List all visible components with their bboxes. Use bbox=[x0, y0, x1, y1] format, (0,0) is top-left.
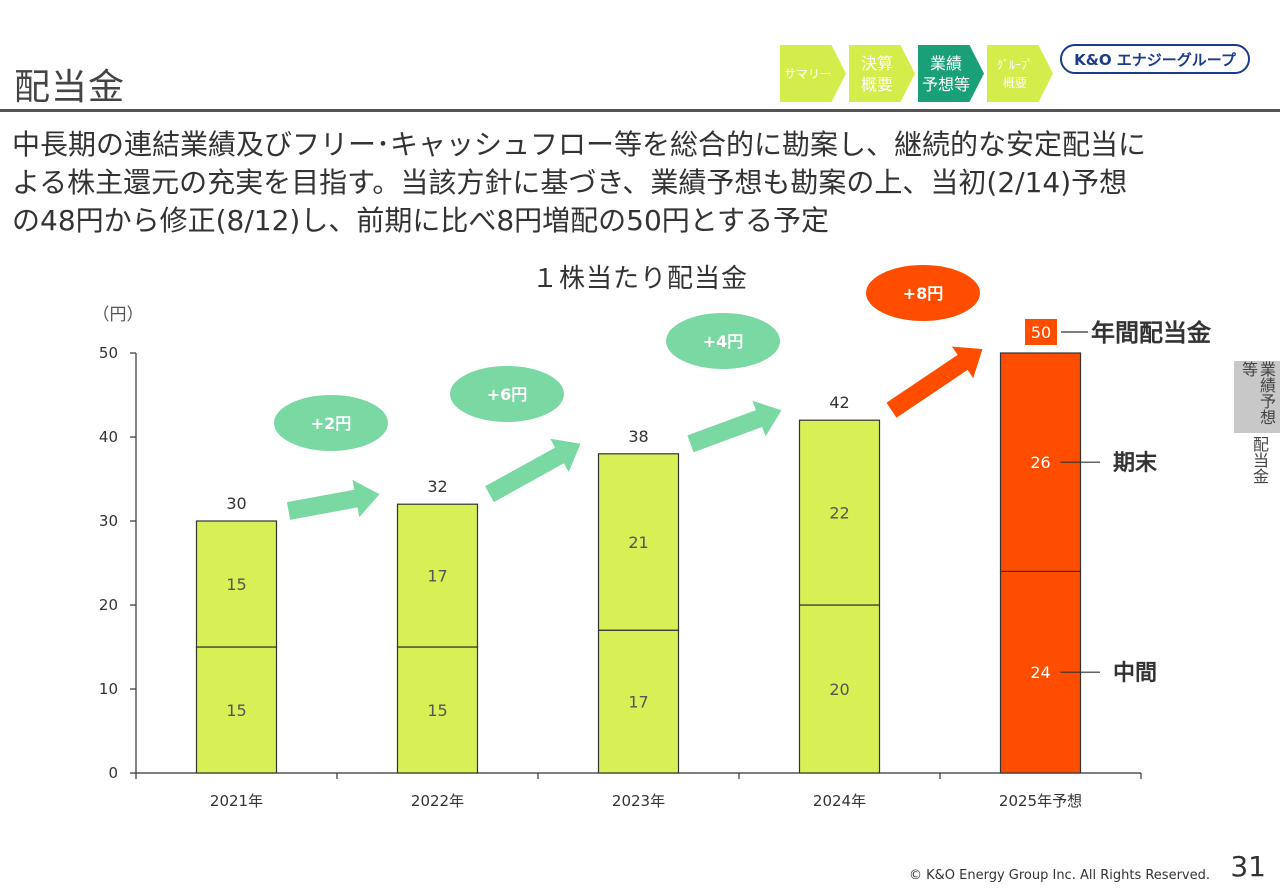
chart-title: １株当たり配当金 bbox=[531, 264, 748, 294]
total-badge bbox=[1025, 319, 1057, 345]
data-label: 26 bbox=[1030, 453, 1050, 472]
data-label: 15 bbox=[226, 575, 246, 594]
x-tick-label: 2023年 bbox=[612, 792, 665, 810]
company-logo: K&O エナジーグループ bbox=[1060, 44, 1250, 74]
y-tick-label: 30 bbox=[99, 512, 118, 530]
bar-segment-yearend bbox=[597, 453, 680, 631]
increase-arrow bbox=[485, 438, 581, 503]
y-tick-label: 0 bbox=[108, 764, 118, 782]
nav-step-label: 概要 bbox=[1002, 75, 1027, 90]
y-tick-label: 40 bbox=[99, 428, 118, 446]
data-label: 21 bbox=[628, 533, 648, 552]
data-label: 20 bbox=[829, 680, 849, 699]
increase-arrow bbox=[886, 346, 983, 418]
nav-step-label: サマリー bbox=[783, 66, 832, 81]
total-label: 50 bbox=[1031, 323, 1051, 342]
bar-segment-interim bbox=[597, 629, 680, 774]
nav-step[interactable]: 業績 予想等 bbox=[918, 45, 984, 102]
title-divider bbox=[0, 109, 1280, 112]
x-tick-label: 2024年 bbox=[813, 792, 866, 810]
page-title: 配当金 bbox=[14, 67, 126, 108]
page-number: 31 bbox=[1230, 850, 1266, 883]
y-unit-label: （円） bbox=[93, 305, 144, 325]
lead-text: 中長期の連結業績及びフリー･キャッシュフロー等を総合的に勘案し、継続的な安定配当… bbox=[12, 126, 1272, 240]
copyright: © K&O Energy Group Inc. All Rights Reser… bbox=[908, 868, 1210, 883]
data-label: 17 bbox=[427, 567, 447, 586]
total-label: 42 bbox=[829, 393, 849, 412]
nav-step[interactable]: ｸﾞﾙｰﾌﾟ 概要 bbox=[987, 45, 1053, 102]
data-label: 17 bbox=[628, 693, 648, 712]
bar-segment-yearend bbox=[396, 503, 479, 648]
increase-label: +2円 bbox=[311, 414, 352, 433]
increase-arrow bbox=[286, 479, 380, 520]
data-label: 15 bbox=[226, 701, 246, 720]
x-tick-label: 2021年 bbox=[210, 792, 263, 810]
total-label: 30 bbox=[226, 494, 246, 513]
series-label: 期末 bbox=[1113, 451, 1158, 476]
increase-label: +8円 bbox=[903, 284, 944, 303]
nav-step-label: 予想等 bbox=[921, 74, 970, 94]
y-tick-label: 50 bbox=[99, 344, 118, 362]
bar-segment-interim bbox=[396, 646, 479, 774]
bar-segment-yearend bbox=[195, 520, 278, 648]
nav-step-label: ｸﾞﾙｰﾌﾟ bbox=[996, 57, 1033, 72]
increase-bubble bbox=[866, 265, 980, 321]
nav-step-label: 業績 bbox=[929, 53, 962, 73]
lead-line: の48円から修正(8/12)し、前期に比べ8円増配の50円とする予定 bbox=[12, 204, 829, 237]
nav-step-label: 概要 bbox=[860, 74, 893, 94]
side-tab[interactable]: 業績予想等 bbox=[1234, 361, 1280, 433]
increase-bubble bbox=[450, 366, 564, 422]
series-label: 中間 bbox=[1113, 661, 1157, 686]
increase-label: +6円 bbox=[487, 385, 528, 404]
total-label: 32 bbox=[427, 477, 447, 496]
nav-step[interactable]: 決算 概要 bbox=[849, 45, 915, 102]
increase-bubble bbox=[666, 313, 780, 369]
annual-label: 年間配当金 bbox=[1091, 319, 1212, 347]
lead-line: 中長期の連結業績及びフリー･キャッシュフロー等を総合的に勘案し、継続的な安定配当… bbox=[12, 128, 1147, 161]
lead-line: よる株主還元の充実を目指す。当該方針に基づき、業績予想も勘案の上、当初(2/14… bbox=[12, 166, 1128, 199]
increase-arrow bbox=[687, 400, 782, 453]
bar-segment-yearend bbox=[798, 419, 881, 606]
data-label: 15 bbox=[427, 701, 447, 720]
nav-step-label: 決算 bbox=[860, 53, 893, 73]
side-tab-label: 配当金 bbox=[1250, 436, 1269, 484]
increase-bubble bbox=[274, 395, 388, 451]
data-label: 24 bbox=[1030, 663, 1050, 682]
data-label: 22 bbox=[829, 504, 849, 523]
y-tick-label: 10 bbox=[99, 680, 118, 698]
bar-segment-interim bbox=[195, 646, 278, 774]
total-label: 38 bbox=[628, 427, 648, 446]
nav-step[interactable]: サマリー bbox=[780, 45, 846, 102]
y-tick-label: 20 bbox=[99, 596, 118, 614]
bar-segment-interim bbox=[798, 604, 881, 774]
x-tick-label: 2022年 bbox=[411, 792, 464, 810]
x-tick-label: 2025年予想 bbox=[999, 792, 1082, 810]
increase-label: +4円 bbox=[703, 332, 744, 351]
